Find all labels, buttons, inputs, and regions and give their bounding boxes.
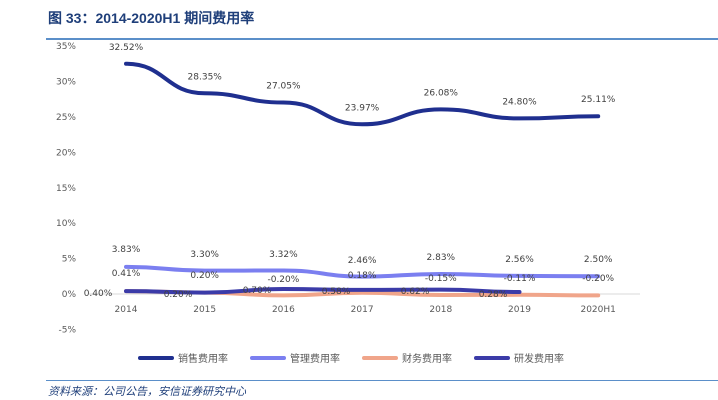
data-label: 0.20% bbox=[164, 290, 193, 300]
y-tick-label: 30% bbox=[56, 78, 76, 88]
data-label: 2.56% bbox=[505, 255, 534, 265]
data-label: -0.20% bbox=[582, 274, 614, 284]
data-label: 27.05% bbox=[266, 81, 301, 91]
x-tick-label: 2015 bbox=[193, 305, 216, 315]
legend-label: 管理费用率 bbox=[290, 352, 340, 365]
data-label: -0.20% bbox=[267, 275, 299, 285]
x-tick-label: 2016 bbox=[272, 305, 295, 315]
y-tick-label: 35% bbox=[56, 42, 76, 52]
data-label: 0.40% bbox=[84, 289, 113, 299]
x-tick-label: 2018 bbox=[429, 305, 452, 315]
data-label: 0.28% bbox=[479, 290, 508, 300]
series-line-4 bbox=[124, 287, 522, 295]
data-label: 0.41% bbox=[112, 269, 141, 279]
data-label: 3.32% bbox=[269, 250, 298, 260]
data-label: 3.30% bbox=[190, 250, 219, 260]
data-label: 0.70% bbox=[243, 286, 272, 296]
data-label: 0.62% bbox=[401, 287, 430, 297]
source-note: 资料来源：公司公告，安信证券研究中心 bbox=[48, 385, 246, 398]
y-tick-label: 0% bbox=[62, 290, 77, 300]
title-divider bbox=[46, 38, 718, 40]
line-chart: -5% 0% 5% 10% 15% 20% 25% 30% 35% 2014 2015 2016 201… bbox=[56, 42, 640, 365]
y-tick-label: -5% bbox=[58, 325, 76, 335]
data-label: 3.83% bbox=[112, 245, 141, 255]
y-tick-label: 10% bbox=[56, 219, 76, 229]
x-tick-label: 2019 bbox=[508, 305, 531, 315]
data-label: 0.20% bbox=[190, 271, 219, 281]
data-label: 26.08% bbox=[424, 88, 459, 98]
x-tick-label: 2020H1 bbox=[580, 305, 615, 315]
data-label: 0.58% bbox=[322, 287, 351, 297]
y-tick-label: 5% bbox=[62, 255, 77, 265]
data-label: 28.35% bbox=[188, 72, 223, 82]
figure-title: 图 33：2014-2020H1 期间费用率 bbox=[48, 10, 255, 26]
data-label: 2.46% bbox=[348, 256, 377, 266]
data-label: 32.52% bbox=[109, 43, 144, 53]
y-tick-label: 15% bbox=[56, 184, 76, 194]
data-label: 2.83% bbox=[427, 253, 456, 263]
data-label: 23.97% bbox=[345, 103, 380, 113]
data-label: 24.80% bbox=[502, 97, 537, 107]
data-label: -0.15% bbox=[425, 274, 457, 284]
x-tick-label: 2017 bbox=[351, 305, 374, 315]
legend-label: 财务费用率 bbox=[402, 352, 452, 365]
y-tick-label: 20% bbox=[56, 148, 76, 158]
series-line-2 bbox=[124, 264, 601, 279]
data-label: -0.11% bbox=[504, 274, 536, 284]
series-line-1 bbox=[124, 61, 601, 127]
y-tick-label: 25% bbox=[56, 113, 76, 123]
data-label: 2.50% bbox=[584, 255, 613, 265]
legend-label: 研发费用率 bbox=[514, 352, 564, 365]
data-label: 25.11% bbox=[581, 95, 616, 105]
legend-label: 销售费用率 bbox=[178, 352, 228, 365]
data-label: 0.18% bbox=[348, 271, 377, 281]
source-divider bbox=[46, 380, 718, 381]
x-tick-label: 2014 bbox=[115, 305, 138, 315]
